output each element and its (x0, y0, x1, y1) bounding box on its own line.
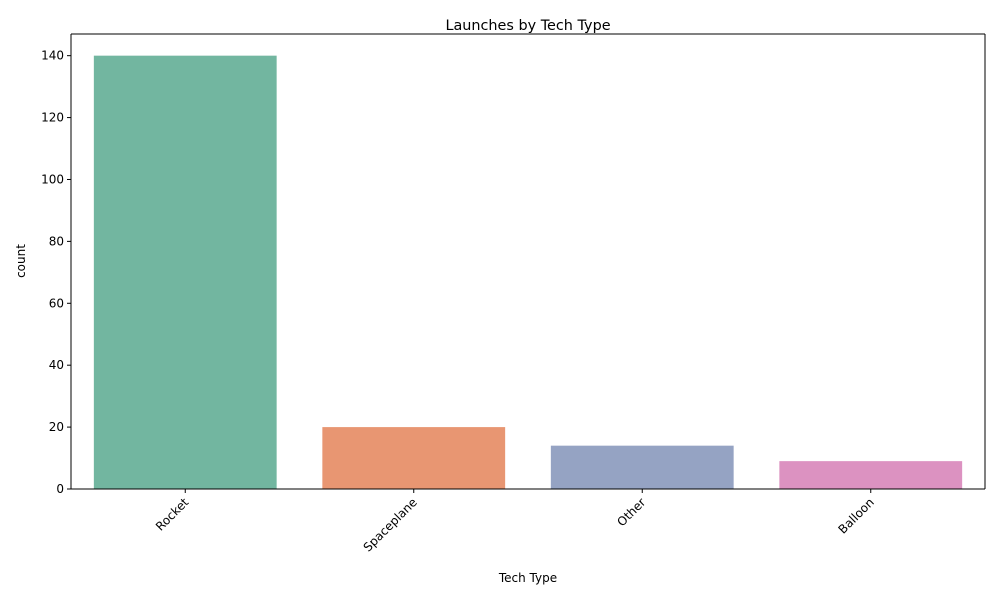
bar-other (550, 445, 734, 489)
y-tick-label: 80 (49, 234, 64, 248)
chart-title: Launches by Tech Type (445, 18, 610, 34)
bar-rocket (93, 55, 277, 490)
y-tick-label: 20 (49, 420, 64, 434)
y-tick-label: 100 (41, 172, 64, 186)
x-tick-label: Rocket (153, 495, 192, 534)
y-tick-label: 140 (41, 49, 64, 63)
y-tick-label: 40 (49, 358, 64, 372)
bars-group (93, 55, 963, 490)
x-axis-label: Tech Type (498, 571, 557, 585)
y-axis-label: count (14, 244, 28, 278)
x-tick-label: Balloon (835, 495, 876, 536)
x-axis-ticks: Rocket Spaceplane Other Balloon (153, 489, 877, 555)
y-tick-label: 120 (41, 111, 64, 125)
bar-balloon (779, 461, 963, 489)
y-tick-label: 60 (49, 296, 64, 310)
x-tick-label: Other (614, 495, 648, 529)
x-tick-label: Spaceplane (361, 495, 420, 554)
y-tick-label: 0 (56, 482, 64, 496)
y-axis-ticks: 0 20 40 60 80 100 120 140 (41, 49, 71, 496)
bar-spaceplane (322, 427, 506, 489)
